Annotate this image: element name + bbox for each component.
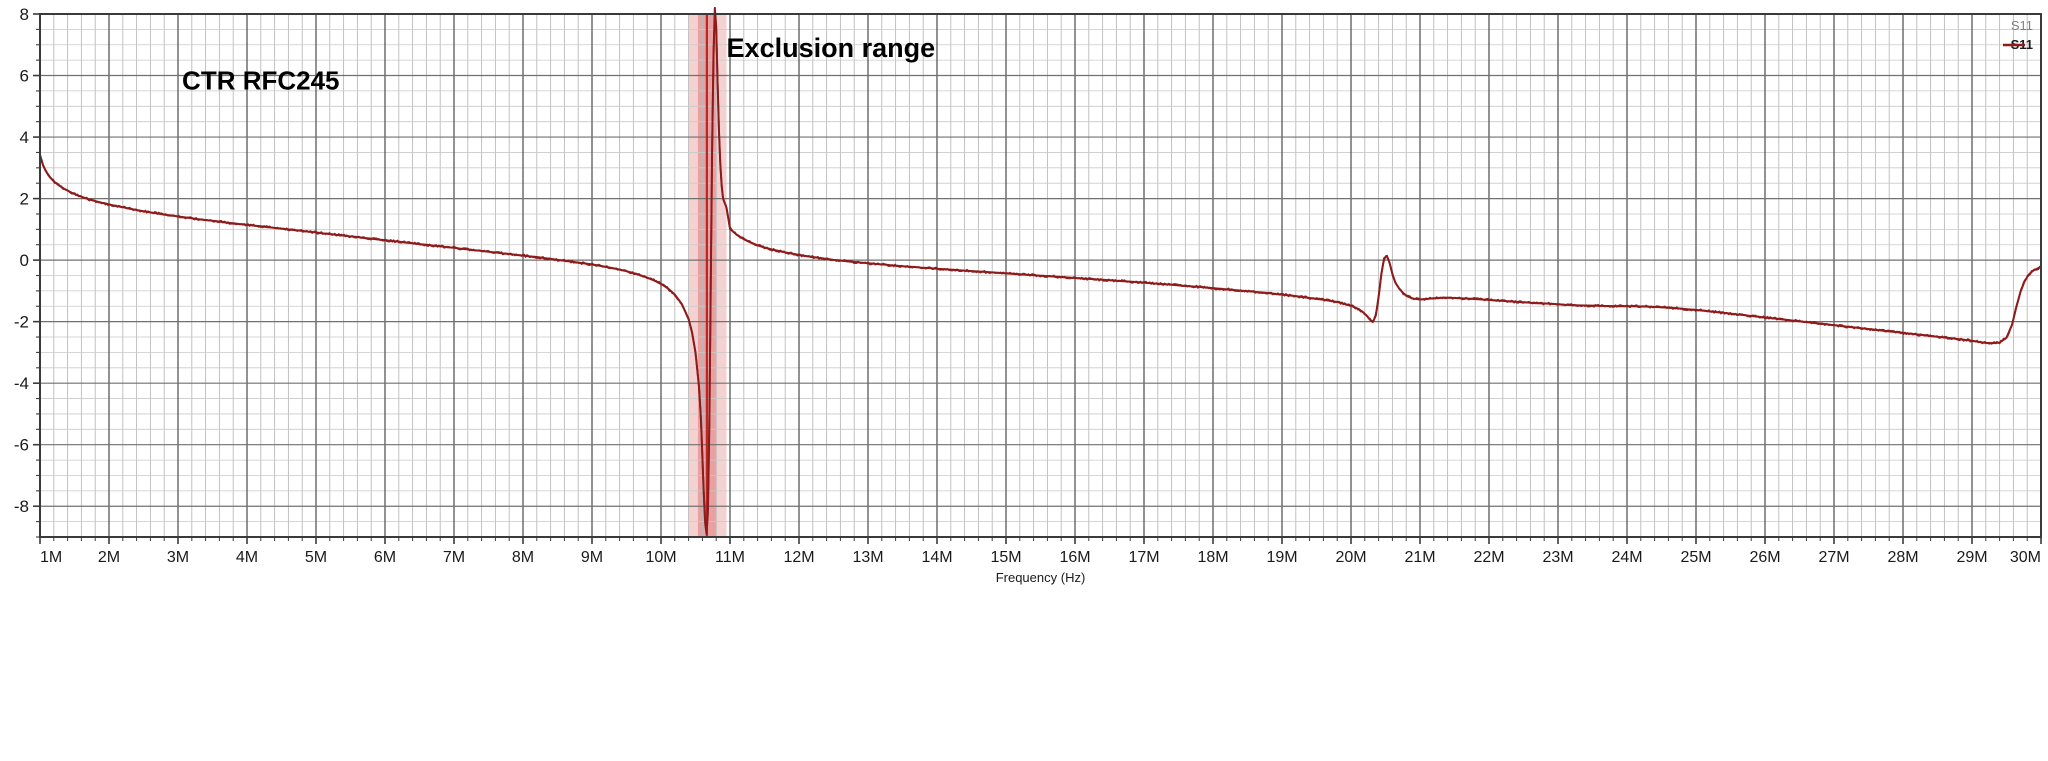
x-tick-label: 6M	[374, 549, 396, 566]
grid-major	[39, 13, 2042, 537]
x-tick-label: 7M	[443, 549, 465, 566]
x-tick-label: 24M	[1611, 549, 1642, 566]
y-tick-label: -2	[14, 313, 29, 332]
x-tick-label: 14M	[921, 549, 952, 566]
x-tick-label: 12M	[783, 549, 814, 566]
x-tick-label: 11M	[715, 549, 745, 566]
x-tick-label: 1M	[40, 549, 62, 566]
x-tick-label: 27M	[1818, 549, 1849, 566]
x-tick-label: 29M	[1956, 549, 1987, 566]
series-trace-s11	[39, 9, 2042, 528]
exclusion-range-label: Exclusion range	[727, 33, 936, 63]
y-tick-label: 6	[20, 67, 29, 86]
x-tick-label: 19M	[1266, 549, 1297, 566]
x-tick-label: 22M	[1473, 549, 1504, 566]
x-tick-label: 5M	[305, 549, 327, 566]
x-tick-label: 4M	[236, 549, 258, 566]
x-tick-label: 17M	[1128, 549, 1159, 566]
x-tick-label: 21M	[1404, 549, 1435, 566]
x-tick-label: 26M	[1749, 549, 1780, 566]
x-tick-label: 10M	[645, 549, 676, 566]
x-tick-label: 13M	[852, 549, 883, 566]
x-tick-label: 3M	[167, 549, 189, 566]
y-tick-label: -8	[14, 497, 29, 516]
x-tick-label: 23M	[1542, 549, 1573, 566]
x-tick-label: 15M	[990, 549, 1021, 566]
y-tick-label: -4	[14, 374, 29, 393]
y-axis: 8 6 4 2 0 -2 -4 -6 -8	[14, 5, 41, 538]
y-tick-label: -6	[14, 436, 29, 455]
x-tick-label: 20M	[1335, 549, 1366, 566]
x-axis: 1M 2M 3M 4M 5M 6M 7M 8M 9M 10M 11M 12M 13M 14M 15M 16M 1…	[39, 537, 2042, 566]
x-tick-label: 2M	[98, 549, 120, 566]
x-axis-title: Frequency (Hz)	[996, 570, 1086, 585]
x-tick-label: 30M	[2010, 549, 2041, 566]
x-tick-label: 8M	[512, 549, 534, 566]
x-tick-label: 9M	[581, 549, 603, 566]
x-tick-label: 18M	[1197, 549, 1228, 566]
x-tick-label: 25M	[1680, 549, 1711, 566]
device-label: CTR RFC245	[182, 65, 339, 95]
y-tick-label: 4	[20, 128, 29, 147]
x-tick-label: 28M	[1887, 549, 1918, 566]
x-tick-label: 16M	[1059, 549, 1090, 566]
y-tick-label: 8	[20, 5, 29, 24]
y-tick-label: 2	[20, 190, 29, 209]
y-tick-label: 0	[20, 251, 29, 270]
legend-title: S11	[2011, 18, 2033, 33]
